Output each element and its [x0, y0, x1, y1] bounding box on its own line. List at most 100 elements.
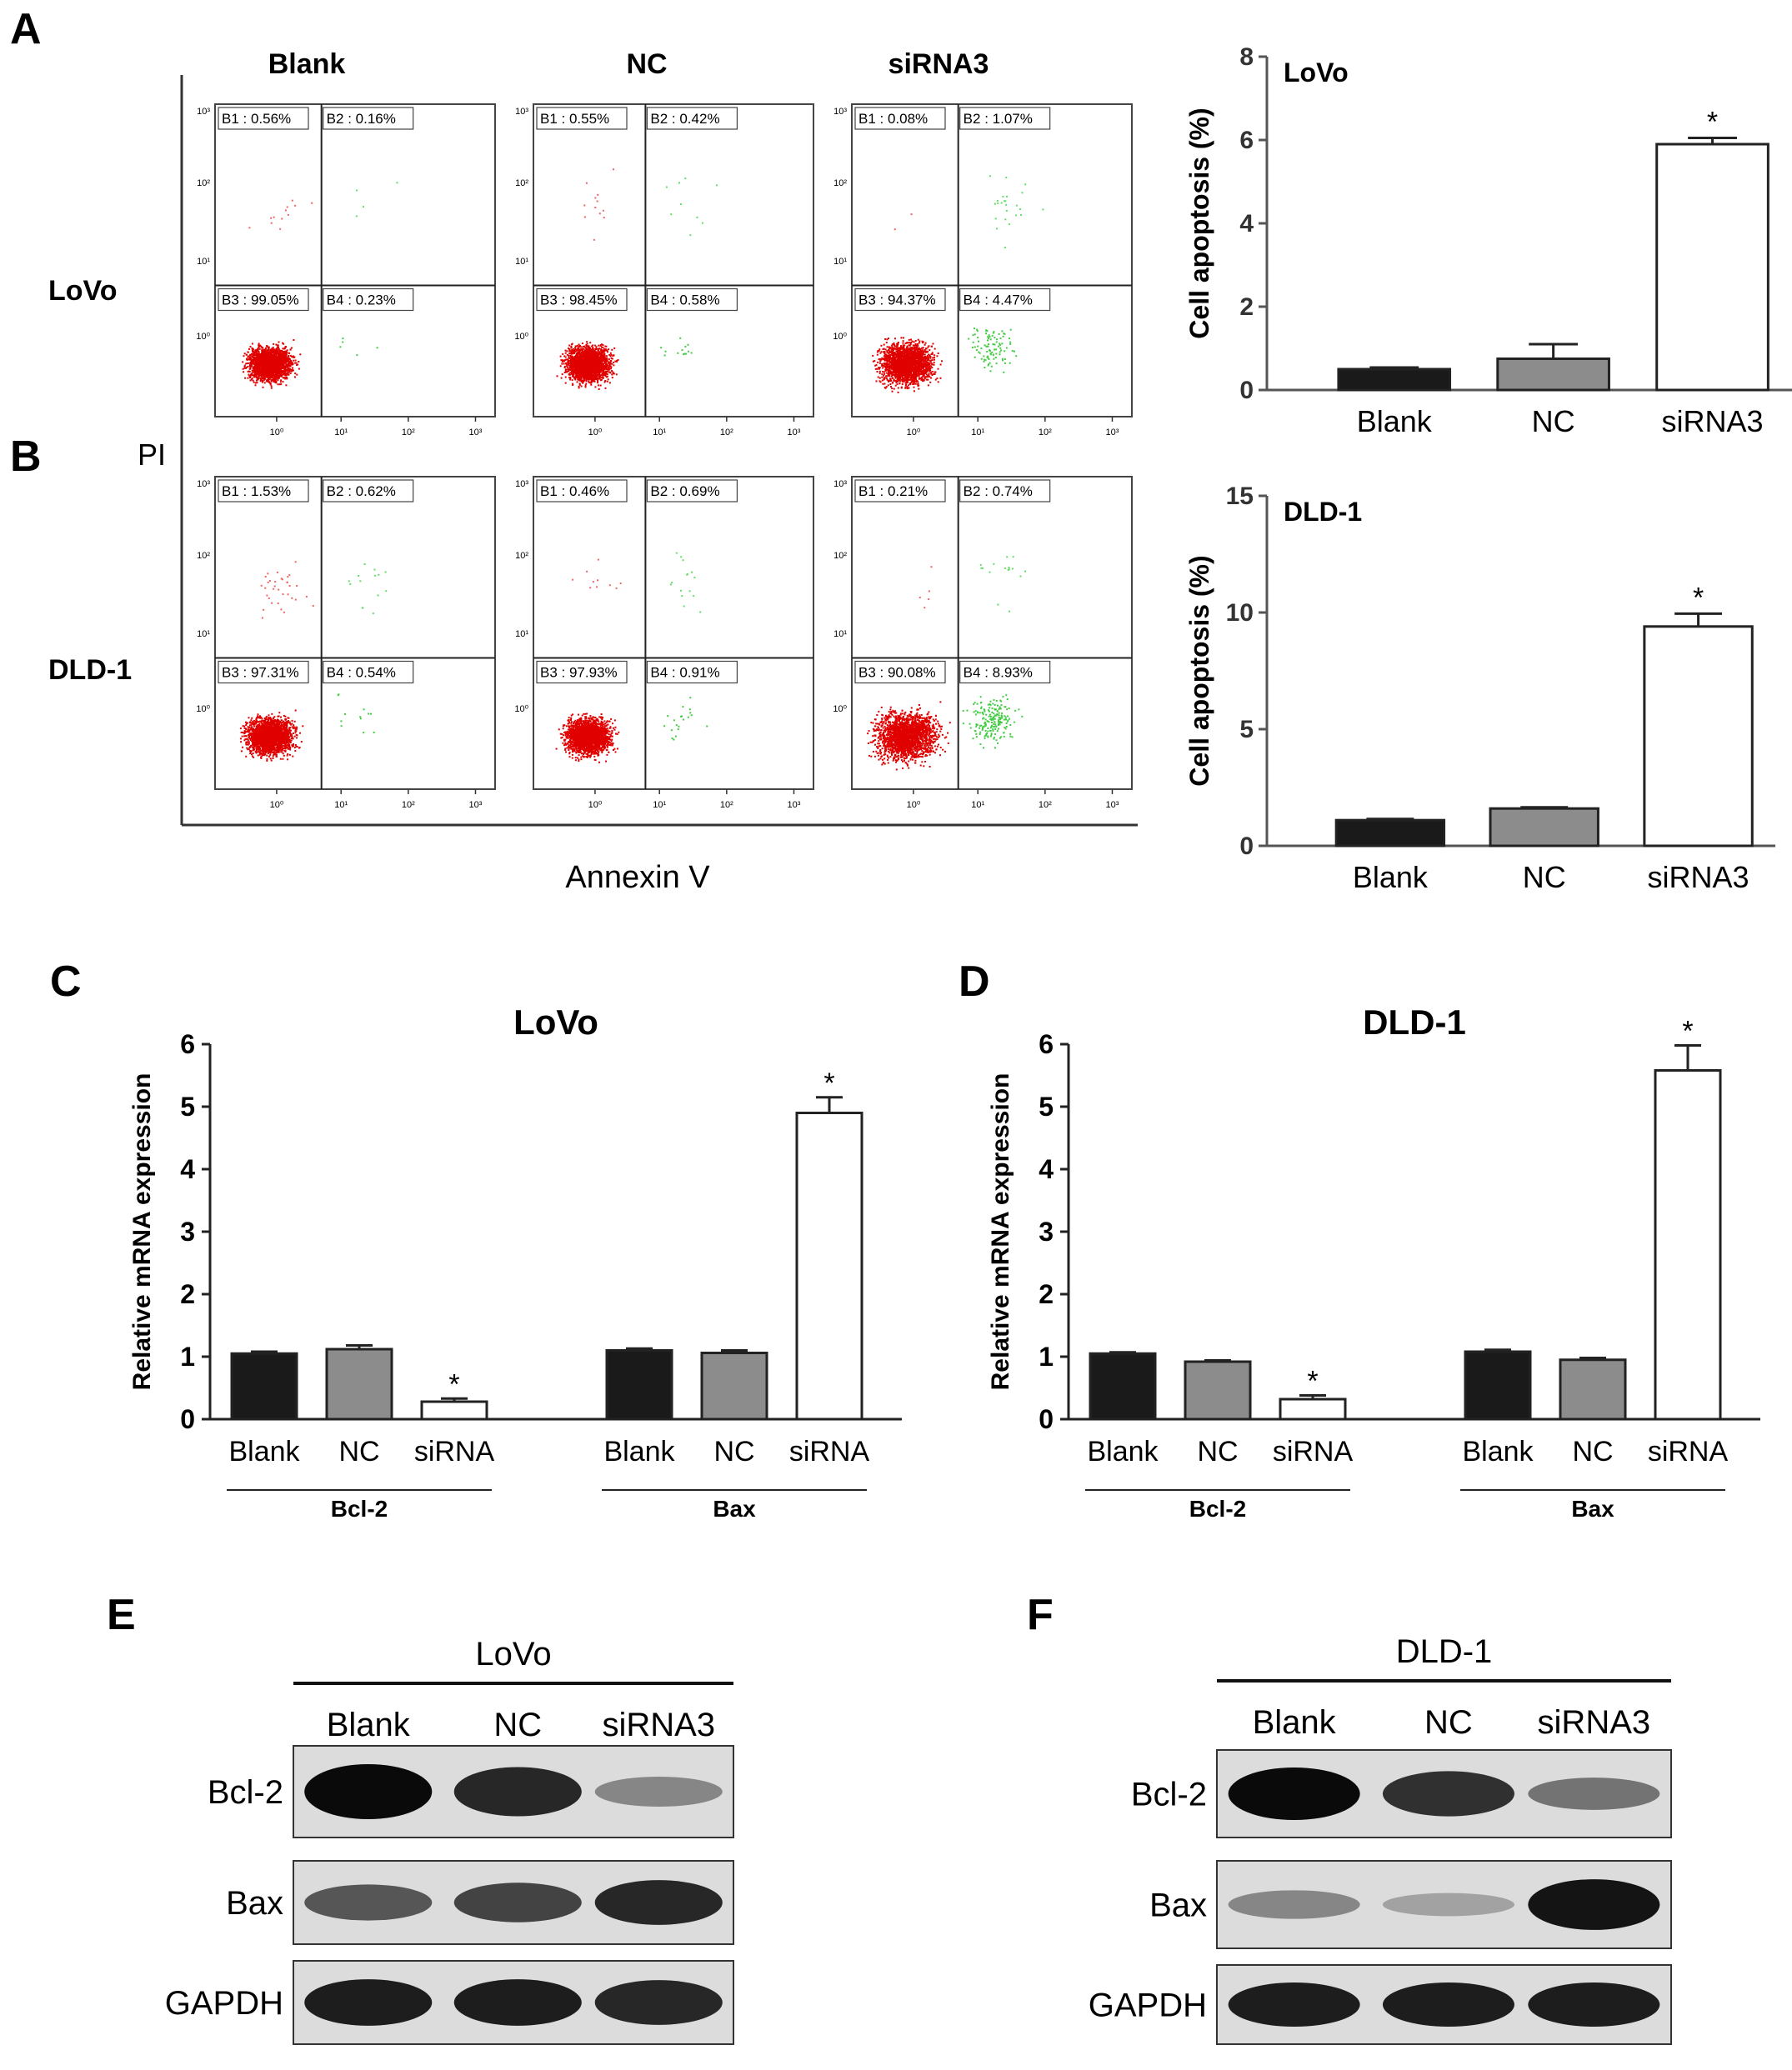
flow-event-dot	[266, 368, 268, 369]
flow-event-dot	[275, 380, 278, 382]
flow-event-dot	[579, 373, 582, 376]
flow-event-dot	[598, 376, 600, 378]
flow-event-dot	[256, 372, 258, 374]
flow-event-dot	[252, 368, 254, 370]
flow-event-dot	[569, 352, 572, 354]
flow-event-dot	[247, 370, 249, 372]
flow-event-dot	[579, 361, 581, 363]
flow-event-dot	[583, 371, 586, 373]
flow-event-dot	[275, 358, 278, 361]
flow-event-dot	[252, 366, 254, 368]
flow-event-dot	[281, 360, 283, 362]
flow-event-dot	[263, 378, 266, 380]
flow-event-dot	[596, 348, 598, 350]
flow-event-dot	[284, 378, 287, 380]
flow-event-dot	[591, 372, 593, 374]
flow-event-dot	[565, 362, 568, 364]
flow-event-dot	[594, 376, 597, 378]
flow-event-dot	[583, 367, 586, 369]
flow-event-dot	[573, 375, 574, 378]
flow-event-dot	[604, 380, 607, 382]
flow-event-dot	[583, 352, 585, 354]
flow-event-dot	[604, 348, 607, 350]
flow-event-dot	[265, 373, 268, 376]
flow-event-dot	[872, 354, 874, 357]
flow-x-tick: 10³	[469, 428, 483, 438]
flow-event-dot	[595, 362, 598, 365]
flow-event-dot	[266, 360, 268, 362]
flow-event-dot	[257, 376, 259, 378]
flow-event-dot	[599, 384, 602, 387]
flow-event-dot	[884, 362, 887, 364]
quadrant-label-box	[323, 107, 414, 130]
flow-event-dot	[600, 354, 603, 357]
flow-event-dot	[570, 363, 573, 366]
flow-event-dot	[559, 365, 562, 368]
flow-event-dot	[556, 375, 558, 378]
flow-event-dot	[292, 355, 294, 358]
quadrant-label: B3 : 98.45%	[540, 292, 618, 308]
flow-event-dot	[684, 178, 687, 180]
flow-event-dot	[572, 352, 574, 355]
flow-event-dot	[590, 371, 593, 373]
flow-event-dot	[598, 358, 601, 359]
flow-event-dot	[581, 349, 583, 351]
flow-event-dot	[603, 360, 606, 362]
flow-event-dot	[568, 363, 569, 366]
flow-plot: B1 : 0.55% B2 : 0.42%B3 : 98.45% B4 : 0.58…	[514, 103, 814, 438]
flow-event-dot	[258, 372, 260, 374]
flow-event-dot	[270, 217, 273, 219]
flow-event-dot	[263, 348, 265, 351]
flow-event-dot	[937, 352, 939, 354]
flow-event-dot	[280, 379, 283, 382]
flow-event-dot	[286, 378, 288, 380]
flow-event-dot	[586, 349, 588, 352]
flow-event-dot	[278, 348, 280, 350]
flow-event-dot	[251, 349, 253, 352]
flow-event-dot	[572, 373, 574, 375]
flow-event-dot	[259, 363, 262, 366]
flow-event-dot	[249, 354, 252, 357]
flow-event-dot	[600, 350, 603, 352]
flow-event-dot	[608, 348, 610, 351]
flow-event-dot	[268, 366, 270, 368]
flow-event-dot	[573, 350, 575, 352]
flow-event-dot	[930, 365, 933, 368]
flow-event-dot	[575, 354, 578, 357]
flow-event-dot	[603, 362, 605, 365]
flow-event-dot	[572, 360, 574, 362]
flow-event-dot	[293, 359, 295, 362]
flow-event-dot	[269, 372, 272, 374]
flow-event-dot	[602, 368, 604, 370]
flow-event-dot	[583, 362, 586, 365]
flow-event-dot	[584, 384, 587, 387]
flow-event-dot	[274, 352, 277, 354]
flow-event-dot	[670, 213, 673, 216]
flow-event-dot	[585, 358, 588, 360]
flow-event-dot	[612, 355, 614, 357]
flow-event-dot	[272, 351, 274, 353]
flow-event-dot	[311, 202, 313, 204]
flow-event-dot	[253, 356, 256, 358]
flow-event-dot	[583, 363, 586, 366]
flow-event-dot	[602, 364, 604, 367]
flow-event-dot	[275, 369, 278, 372]
flow-event-dot	[591, 352, 593, 355]
flow-event-dot	[581, 380, 583, 382]
flow-y-tick: 10²	[515, 178, 528, 188]
flow-event-dot	[593, 359, 595, 362]
flow-event-dot	[581, 350, 583, 352]
flow-event-dot	[256, 351, 258, 353]
flow-event-dot	[288, 371, 290, 373]
flow-event-dot	[590, 364, 593, 367]
flow-event-dot	[597, 193, 599, 196]
flow-event-dot	[268, 362, 270, 364]
flow-event-dot	[877, 361, 879, 363]
flow-event-dot	[257, 358, 258, 360]
flow-event-dot	[271, 373, 273, 376]
flow-event-dot	[248, 365, 251, 368]
flow-event-dot	[574, 372, 577, 375]
flow-event-dot	[283, 365, 285, 368]
flow-event-dot	[603, 350, 605, 352]
flow-event-dot	[594, 352, 597, 354]
